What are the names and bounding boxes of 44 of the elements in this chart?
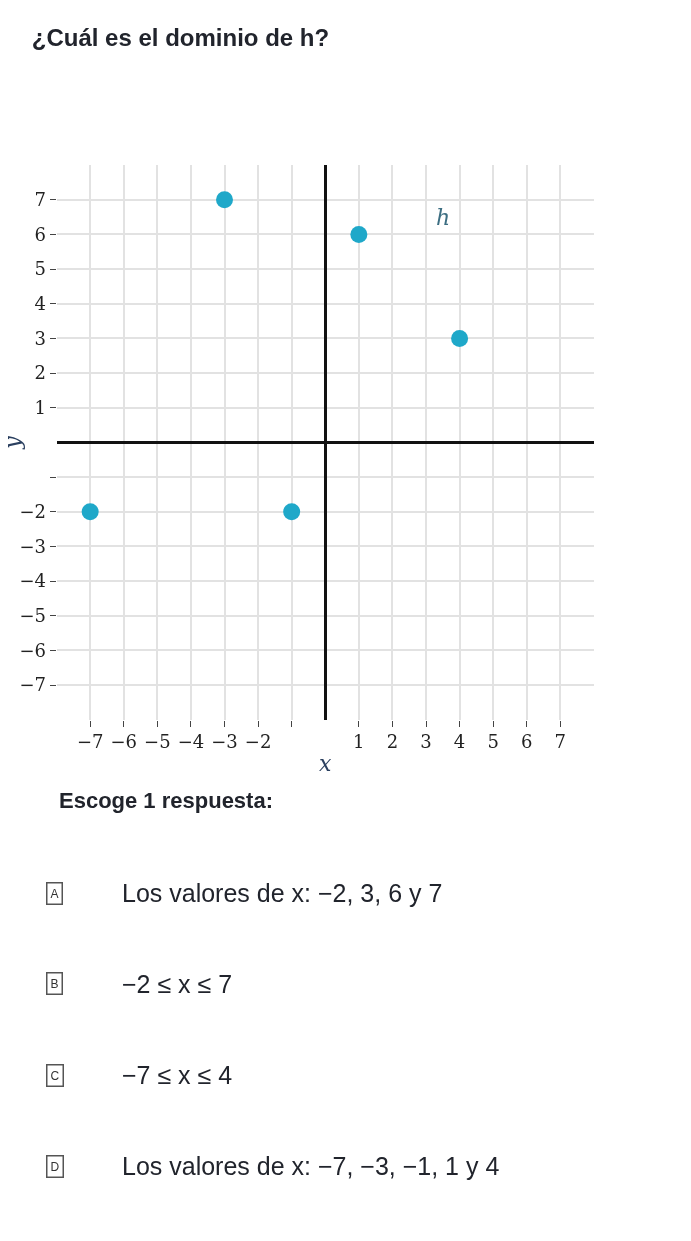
y-tick-label: 6 bbox=[34, 223, 46, 245]
x-tick-label: 3 bbox=[420, 731, 432, 753]
x-tick-label: −3 bbox=[211, 731, 238, 753]
y-tick-label: 4 bbox=[34, 293, 46, 315]
y-tick-label: −6 bbox=[19, 639, 46, 661]
point bbox=[451, 329, 469, 347]
text: D bbox=[50, 1159, 60, 1174]
x-tick-label: −4 bbox=[177, 731, 205, 753]
x-axis-title: x bbox=[319, 751, 333, 777]
text: Los valores de x: −7, −3, −1, 1 y 4 bbox=[122, 1152, 500, 1180]
y-tick-label: −5 bbox=[19, 605, 46, 627]
y-tick-label: −3 bbox=[19, 535, 46, 557]
y-tick-label: −7 bbox=[19, 674, 46, 696]
x-tick-label: −7 bbox=[76, 731, 104, 753]
y-tick-label: 3 bbox=[34, 327, 46, 349]
text: h bbox=[436, 205, 451, 230]
point bbox=[81, 503, 99, 521]
text: Los valores de x: −2, 3, 6 y 7 bbox=[122, 879, 443, 907]
x-tick-label: 4 bbox=[453, 731, 466, 753]
x-tick-label: 6 bbox=[521, 731, 533, 753]
x-tick-label: 7 bbox=[554, 731, 567, 753]
y-tick-label: −2 bbox=[19, 501, 46, 523]
x-tick-label: 1 bbox=[353, 731, 365, 753]
text: B bbox=[50, 976, 59, 991]
y-tick-label: 7 bbox=[34, 189, 46, 211]
point bbox=[283, 503, 301, 521]
x-tick-label: 2 bbox=[386, 731, 399, 753]
y-tick-label: 5 bbox=[34, 258, 46, 280]
y-tick-label: 2 bbox=[34, 362, 46, 384]
point bbox=[216, 191, 233, 209]
point bbox=[350, 225, 368, 243]
y-axis-title: y bbox=[0, 435, 25, 450]
text: −2 ≤ x ≤ 7 bbox=[122, 970, 233, 998]
text: C bbox=[50, 1068, 60, 1083]
y-tick-label: 1 bbox=[34, 397, 46, 419]
x-tick-label: −2 bbox=[244, 731, 272, 753]
x-tick-label: −6 bbox=[110, 731, 138, 753]
y-tick-label: −4 bbox=[19, 570, 46, 592]
x-tick-label: 5 bbox=[487, 731, 499, 753]
chart-title: ¿Cuál es el dominio de h? bbox=[31, 24, 330, 52]
text: Escoge 1 respuesta: bbox=[59, 788, 273, 813]
x-tick-label: −5 bbox=[144, 731, 171, 753]
text: −7 ≤ x ≤ 4 bbox=[122, 1061, 233, 1089]
text: A bbox=[50, 886, 59, 901]
